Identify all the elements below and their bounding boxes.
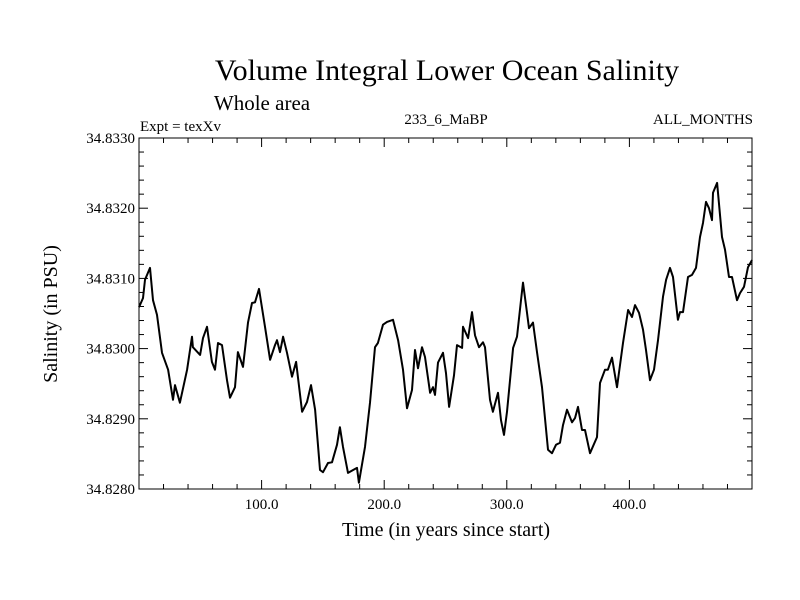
chart-title: Volume Integral Lower Ocean Salinity	[215, 54, 679, 87]
header-center-label: 233_6_MaBP	[404, 112, 487, 128]
y-tick-label: 34.8290	[86, 412, 135, 428]
y-tick-labels: 34.8280 34.8290 34.8300 34.8310 34.8320 34.83…	[86, 131, 135, 498]
y-tick-label: 34.8330	[86, 131, 135, 147]
x-tick-label: 400.0	[613, 497, 647, 513]
y-tick-label: 34.8310	[86, 271, 135, 287]
x-axis-label: Time (in years since start)	[342, 519, 550, 541]
plot-frame	[138, 137, 753, 490]
y-tick-label: 34.8320	[86, 201, 135, 217]
x-tick-labels: 100.0 200.0 300.0 400.0	[245, 497, 647, 513]
y-axis-label: Salinity (in PSU)	[40, 245, 62, 383]
axis-ticks	[139, 138, 752, 489]
header-right-label: ALL_MONTHS	[653, 112, 753, 128]
x-tick-label: 100.0	[245, 497, 279, 513]
x-tick-label: 300.0	[490, 497, 524, 513]
chart-subtitle: Whole area	[214, 91, 311, 115]
y-tick-label: 34.8300	[86, 342, 135, 358]
x-tick-label: 200.0	[367, 497, 401, 513]
y-tick-label: 34.8280	[86, 482, 135, 498]
header-left-label: Expt = texXv	[140, 119, 221, 135]
salinity-series-line	[138, 181, 753, 484]
